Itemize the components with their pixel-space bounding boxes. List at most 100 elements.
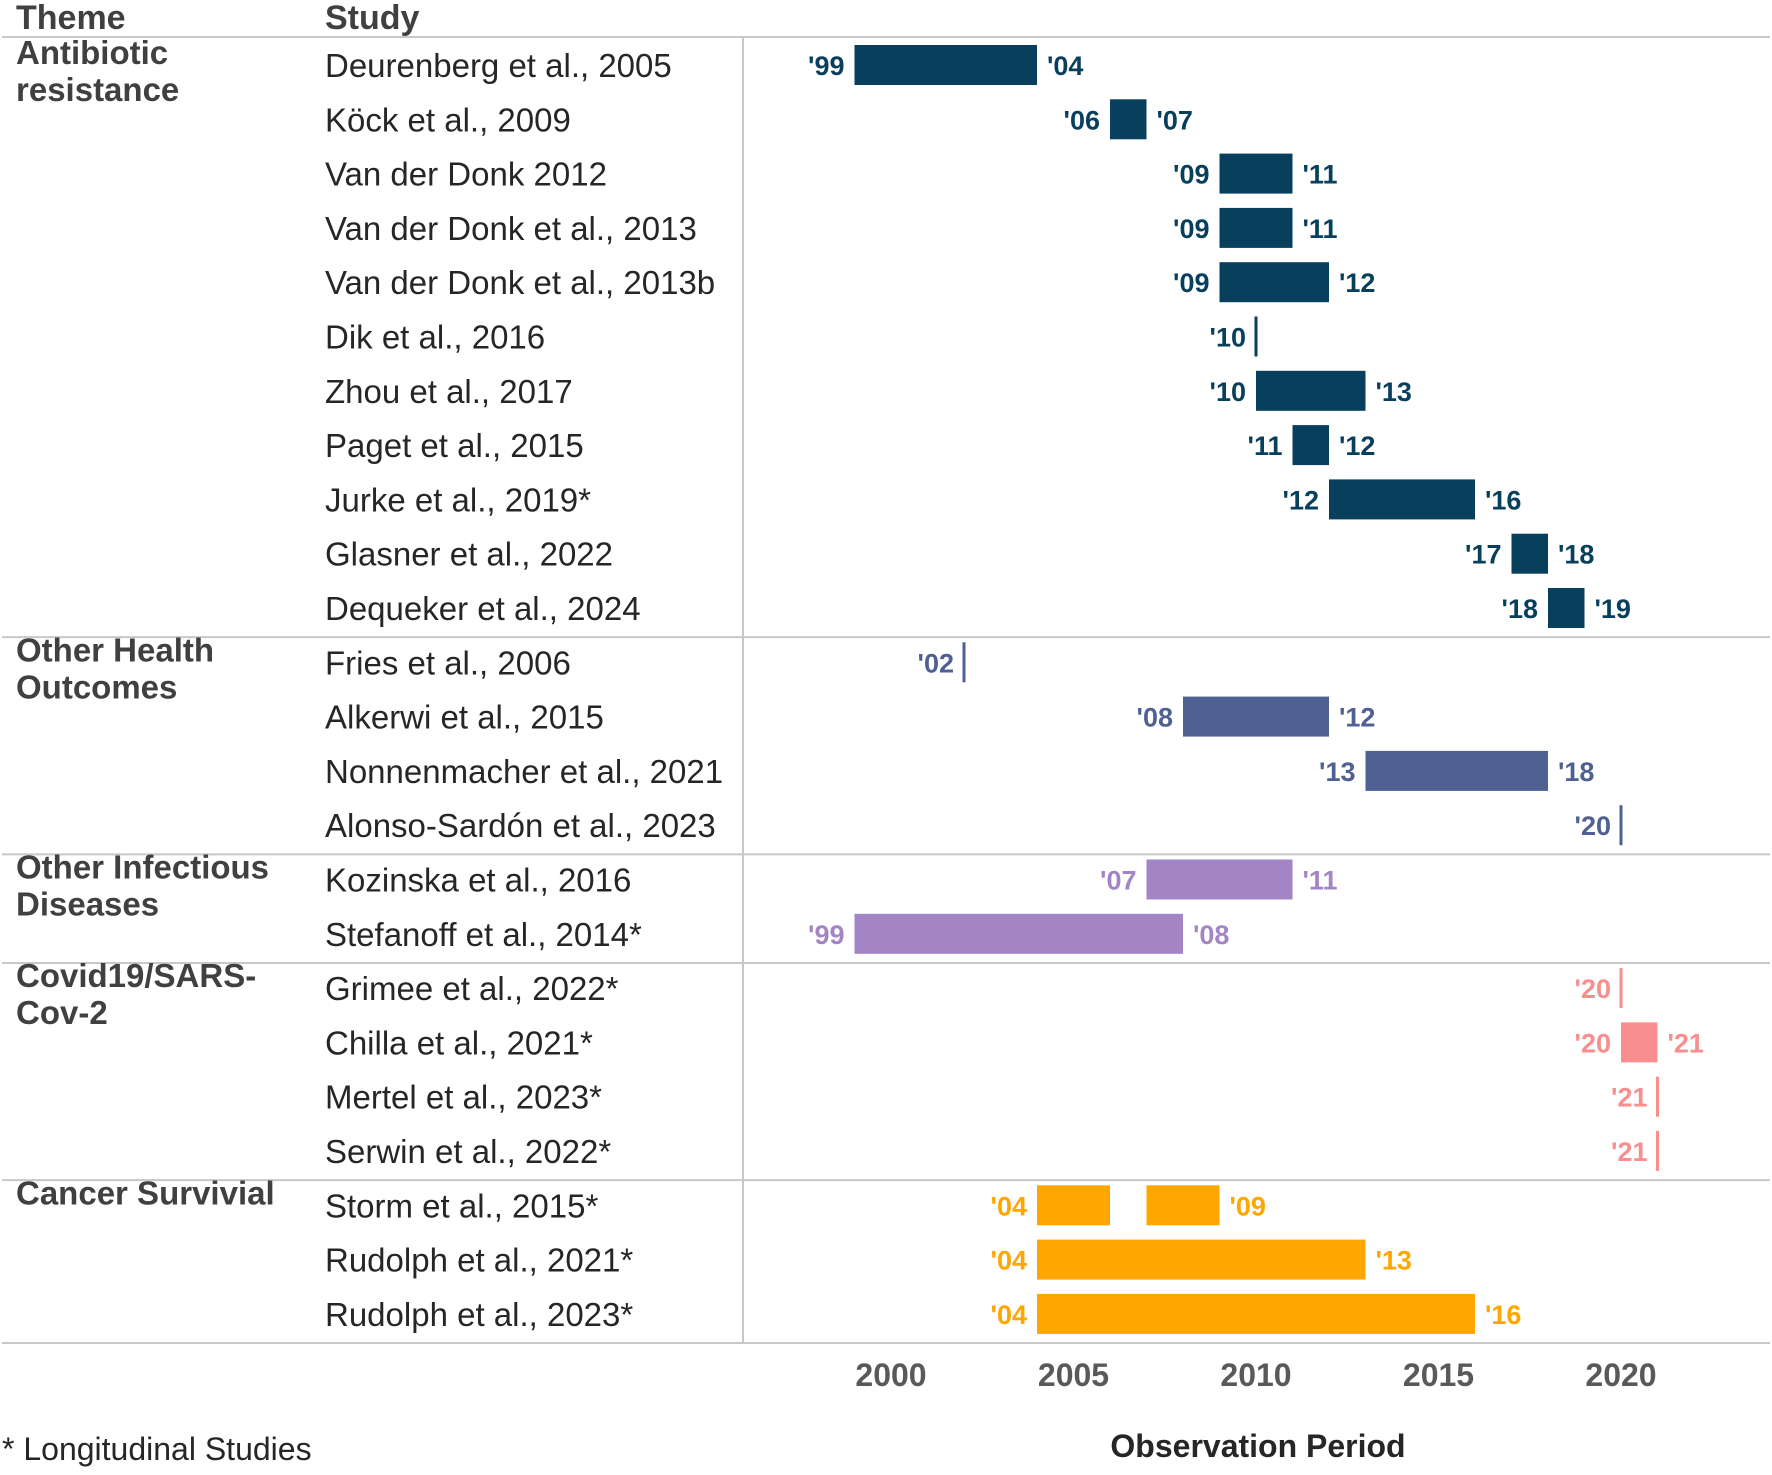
- observation-period-bar: [1256, 370, 1366, 411]
- end-year-label: '18: [1558, 540, 1594, 570]
- start-year-label: '11: [1248, 431, 1283, 461]
- observation-period-bar: [1146, 859, 1293, 900]
- start-year-label: '09: [1173, 160, 1209, 190]
- study-label: Rudolph et al., 2021*: [325, 1242, 633, 1279]
- study-label: Van der Donk et al., 2013b: [325, 264, 715, 301]
- x-tick-label: 2015: [1403, 1357, 1474, 1393]
- study-label: Dequeker et al., 2024: [325, 590, 641, 627]
- x-tick-label: 2010: [1220, 1357, 1291, 1393]
- theme-label: Other Infectious: [16, 849, 269, 886]
- study-label: Stefanoff et al., 2014*: [325, 916, 642, 953]
- x-axis: 2000 2005 2010 2015 2020: [855, 1357, 1656, 1393]
- study-label: Nonnenmacher et al., 2021: [325, 753, 723, 790]
- end-year-label: '08: [1193, 920, 1229, 950]
- study-label: Serwin et al., 2022*: [325, 1133, 611, 1170]
- observation-period-bar: [1037, 1239, 1366, 1280]
- x-tick-label: 2000: [855, 1357, 926, 1393]
- start-year-label: '17: [1465, 540, 1501, 570]
- theme-label: Outcomes: [16, 668, 177, 705]
- study-label: Zhou et al., 2017: [325, 373, 573, 410]
- end-year-label: '12: [1339, 268, 1375, 298]
- start-year-label: '04: [991, 1191, 1027, 1221]
- theme-label: Antibiotic: [16, 34, 168, 71]
- end-year-label: '11: [1303, 160, 1338, 190]
- theme-label: Diseases: [16, 886, 159, 923]
- end-year-label: '13: [1376, 1246, 1412, 1276]
- study-label: Jurke et al., 2019*: [325, 481, 591, 518]
- observation-period-bar: [1037, 1185, 1110, 1226]
- theme-label: resistance: [16, 71, 179, 108]
- observation-period-bar: [1548, 588, 1585, 628]
- observation-point-mark: [1656, 1131, 1659, 1171]
- start-year-label: '21: [1611, 1137, 1647, 1167]
- x-axis-title: Observation Period: [1110, 1428, 1405, 1464]
- end-year-label: '11: [1303, 214, 1338, 244]
- start-year-label: '20: [1575, 811, 1611, 841]
- observation-period-bar: [1329, 479, 1475, 520]
- end-year-label: '16: [1485, 485, 1521, 515]
- end-year-label: '04: [1047, 51, 1083, 81]
- start-year-label: '21: [1611, 1083, 1647, 1113]
- observation-point-mark: [1656, 1076, 1659, 1117]
- study-label: Deurenberg et al., 2005: [325, 47, 672, 84]
- end-year-label: '11: [1303, 866, 1338, 896]
- start-year-label: '04: [991, 1300, 1027, 1330]
- theme-column-header: Theme: [16, 0, 126, 37]
- observation-point-mark: [962, 642, 966, 683]
- study-label: Rudolph et al., 2023*: [325, 1296, 633, 1333]
- x-tick-label: 2020: [1585, 1357, 1656, 1393]
- observation-period-bar: [1110, 99, 1147, 140]
- study-label: Storm et al., 2015*: [325, 1187, 598, 1224]
- end-year-label: '12: [1339, 703, 1375, 733]
- study-label: Alonso-Sardón et al., 2023: [325, 807, 716, 844]
- start-year-label: '99: [808, 51, 844, 81]
- observation-period-bar: [1219, 262, 1329, 303]
- observation-period-bar: [1621, 1022, 1658, 1063]
- observation-period-bar: [1037, 1293, 1475, 1334]
- end-year-label: '13: [1376, 377, 1412, 407]
- observation-point-mark: [1254, 316, 1258, 357]
- start-year-label: '12: [1283, 485, 1319, 515]
- observation-period-bar: [1219, 153, 1293, 194]
- observation-period-bar: [854, 913, 1183, 954]
- study-label: Paget et al., 2015: [325, 427, 584, 464]
- study-label: Alkerwi et al., 2015: [325, 699, 604, 736]
- theme-label: Other Health: [16, 631, 214, 668]
- study-label: Mertel et al., 2023*: [325, 1079, 602, 1116]
- observation-period-bar: [1511, 533, 1548, 574]
- study-label: Chilla et al., 2021*: [325, 1024, 593, 1061]
- end-year-label: '19: [1595, 594, 1631, 624]
- start-year-label: '20: [1575, 974, 1611, 1004]
- observation-period-bar: [1146, 1185, 1220, 1226]
- observation-period-bar: [1292, 425, 1329, 466]
- start-year-label: '18: [1502, 594, 1538, 624]
- start-year-label: '06: [1064, 105, 1100, 135]
- observation-period-bar: [1365, 750, 1548, 791]
- start-year-label: '10: [1210, 323, 1246, 353]
- study-label: Kozinska et al., 2016: [325, 862, 631, 899]
- end-year-label: '12: [1339, 431, 1375, 461]
- study-label: Glasner et al., 2022: [325, 536, 613, 573]
- start-year-label: '09: [1173, 268, 1209, 298]
- end-year-label: '21: [1668, 1028, 1704, 1058]
- start-year-label: '02: [918, 648, 954, 678]
- study-label: Köck et al., 2009: [325, 101, 571, 138]
- theme-label: Cancer Survivial: [16, 1174, 275, 1211]
- start-year-label: '99: [808, 920, 844, 950]
- x-tick-label: 2005: [1038, 1357, 1109, 1393]
- longitudinal-footnote: * Longitudinal Studies: [2, 1431, 312, 1467]
- study-column-header: Study: [325, 0, 420, 37]
- study-label: Van der Donk 2012: [325, 156, 607, 193]
- start-year-label: '08: [1137, 703, 1173, 733]
- observation-period-bar: [1219, 207, 1293, 248]
- theme-label: Covid19/SARS-: [16, 957, 256, 994]
- observation-period-bar: [1183, 696, 1329, 737]
- end-year-label: '09: [1230, 1191, 1266, 1221]
- theme-label: Cov-2: [16, 994, 108, 1031]
- end-year-label: '16: [1485, 1300, 1521, 1330]
- observation-point-mark: [1619, 805, 1623, 846]
- study-label: Van der Donk et al., 2013: [325, 210, 697, 247]
- start-year-label: '07: [1100, 866, 1136, 896]
